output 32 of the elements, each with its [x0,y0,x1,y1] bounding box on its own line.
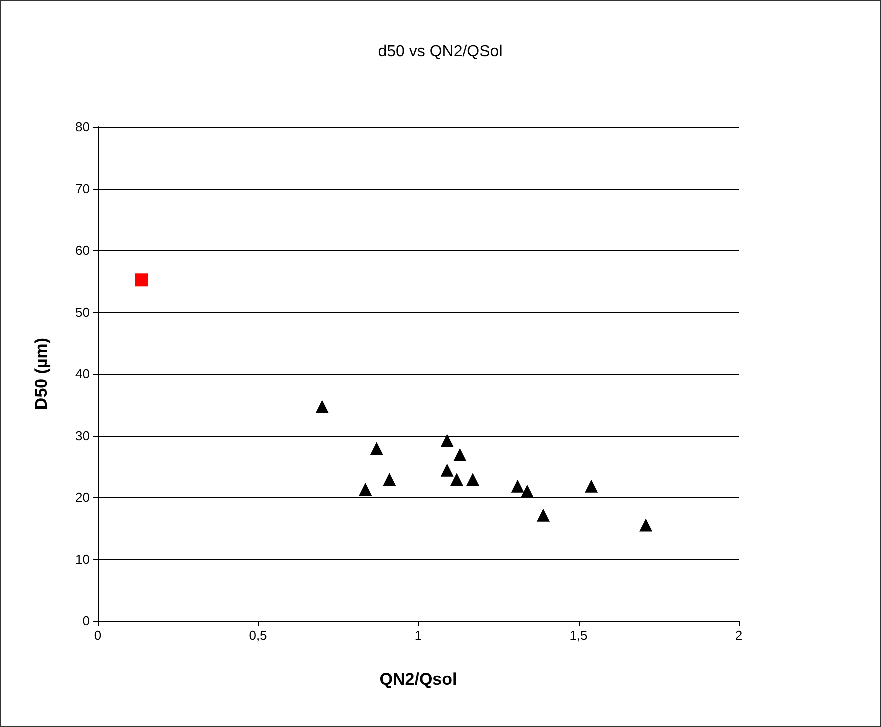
x-tick-label: 1 [414,628,422,643]
point [359,482,372,496]
point [383,473,396,486]
y-tick-label: 10 [76,552,90,567]
y-tick-label: 40 [76,366,90,382]
point [585,480,598,493]
chart-title: d50 vs QN2/QSol [378,44,503,60]
point [511,480,524,493]
point [440,434,454,448]
x-tick-label: 0,5 [249,628,268,643]
y-tick-label: 20 [76,490,90,505]
x-tick-label: 0 [94,628,102,643]
point [536,508,550,522]
point [135,274,148,287]
y-tick-label: 60 [76,243,90,258]
point [450,473,464,486]
y-tick-label: 70 [76,181,90,196]
y-tick-label: 0 [82,614,90,628]
point [640,518,653,532]
y-tick-label: 50 [76,304,90,320]
x-axis-title: QN2/Qsol [380,670,458,689]
point [454,448,467,462]
y-tick-label: 30 [76,428,90,444]
point [520,484,534,498]
x-tick-label: 1,5 [570,628,588,643]
point [466,473,480,486]
point [440,464,454,477]
y-axis-title: D50 (µm) [32,338,51,410]
x-tick-label: 2 [735,628,743,643]
y-tick-label: 80 [76,120,90,134]
point [370,442,384,456]
point [316,400,329,414]
